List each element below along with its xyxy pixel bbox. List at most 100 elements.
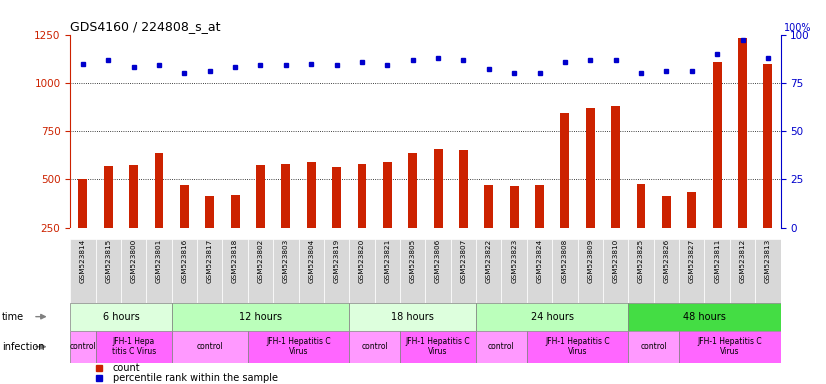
Bar: [408, 153, 417, 276]
Bar: [400, 331, 476, 363]
Text: GSM523824: GSM523824: [537, 239, 543, 283]
Bar: [603, 239, 629, 303]
Text: control: control: [640, 342, 667, 351]
Bar: [679, 331, 781, 363]
Text: GSM523805: GSM523805: [410, 239, 415, 283]
Bar: [146, 239, 172, 303]
Bar: [629, 303, 781, 331]
Text: GSM523802: GSM523802: [258, 239, 263, 283]
Text: GSM523819: GSM523819: [334, 239, 339, 283]
Bar: [459, 151, 468, 276]
Bar: [349, 303, 476, 331]
Text: GSM523809: GSM523809: [587, 239, 593, 283]
Bar: [282, 164, 290, 276]
Text: JFH-1 Hepatitis C
Virus: JFH-1 Hepatitis C Virus: [697, 337, 762, 356]
Text: GSM523818: GSM523818: [232, 239, 238, 283]
Bar: [172, 331, 248, 363]
Text: 48 hours: 48 hours: [683, 312, 726, 322]
Text: GSM523806: GSM523806: [435, 239, 441, 283]
Bar: [70, 331, 96, 363]
Text: GSM523812: GSM523812: [739, 239, 746, 283]
Text: count: count: [113, 362, 140, 372]
Text: GSM523825: GSM523825: [638, 239, 644, 283]
Bar: [256, 165, 265, 276]
Bar: [104, 166, 112, 276]
Text: GSM523813: GSM523813: [765, 239, 771, 283]
Bar: [349, 239, 375, 303]
Text: GSM523823: GSM523823: [511, 239, 517, 283]
Bar: [383, 162, 392, 276]
Bar: [527, 331, 629, 363]
Bar: [121, 239, 146, 303]
Bar: [679, 239, 705, 303]
Bar: [332, 167, 341, 276]
Text: GSM523826: GSM523826: [663, 239, 669, 283]
Text: control: control: [197, 342, 223, 351]
Text: time: time: [2, 312, 24, 322]
Bar: [510, 186, 519, 276]
Bar: [425, 239, 451, 303]
Bar: [476, 303, 629, 331]
Bar: [96, 331, 172, 363]
Text: JFH-1 Hepatitis C
Virus: JFH-1 Hepatitis C Virus: [545, 337, 610, 356]
Text: JFH-1 Hepa
titis C Virus: JFH-1 Hepa titis C Virus: [112, 337, 156, 356]
Bar: [611, 106, 620, 276]
Bar: [527, 239, 553, 303]
Bar: [434, 149, 443, 276]
Bar: [197, 239, 222, 303]
Bar: [172, 303, 349, 331]
Text: GSM523801: GSM523801: [156, 239, 162, 283]
Bar: [306, 162, 316, 276]
Text: GSM523815: GSM523815: [105, 239, 112, 283]
Text: GSM523803: GSM523803: [282, 239, 289, 283]
Text: GDS4160 / 224808_s_at: GDS4160 / 224808_s_at: [70, 20, 221, 33]
Bar: [324, 239, 349, 303]
Bar: [70, 239, 96, 303]
Bar: [629, 239, 653, 303]
Bar: [713, 61, 722, 276]
Text: control: control: [361, 342, 388, 351]
Bar: [70, 303, 172, 331]
Bar: [653, 239, 679, 303]
Bar: [577, 239, 603, 303]
Bar: [730, 239, 755, 303]
Bar: [484, 185, 493, 276]
Bar: [172, 239, 197, 303]
Bar: [349, 331, 400, 363]
Text: GSM523804: GSM523804: [308, 239, 314, 283]
Bar: [662, 196, 671, 276]
Text: percentile rank within the sample: percentile rank within the sample: [113, 373, 278, 383]
Bar: [476, 239, 501, 303]
Bar: [248, 239, 273, 303]
Text: 12 hours: 12 hours: [239, 312, 282, 322]
Text: control: control: [488, 342, 515, 351]
Bar: [230, 195, 240, 276]
Text: GSM523817: GSM523817: [206, 239, 213, 283]
Text: GSM523800: GSM523800: [131, 239, 136, 283]
Bar: [553, 239, 577, 303]
Bar: [687, 192, 696, 276]
Text: 100%: 100%: [784, 23, 812, 33]
Bar: [180, 185, 189, 276]
Text: GSM523820: GSM523820: [359, 239, 365, 283]
Bar: [451, 239, 476, 303]
Text: JFH-1 Hepatitis C
Virus: JFH-1 Hepatitis C Virus: [406, 337, 470, 356]
Bar: [248, 331, 349, 363]
Bar: [501, 239, 527, 303]
Bar: [561, 113, 569, 276]
Text: GSM523827: GSM523827: [689, 239, 695, 283]
Bar: [298, 239, 324, 303]
Text: JFH-1 Hepatitis C
Virus: JFH-1 Hepatitis C Virus: [266, 337, 331, 356]
Text: 6 hours: 6 hours: [102, 312, 140, 322]
Text: GSM523807: GSM523807: [460, 239, 467, 283]
Bar: [763, 63, 772, 276]
Bar: [206, 196, 214, 276]
Text: GSM523811: GSM523811: [714, 239, 720, 283]
Text: GSM523814: GSM523814: [80, 239, 86, 283]
Bar: [96, 239, 121, 303]
Text: infection: infection: [2, 342, 44, 352]
Text: GSM523822: GSM523822: [486, 239, 491, 283]
Bar: [273, 239, 298, 303]
Bar: [755, 239, 781, 303]
Text: 24 hours: 24 hours: [531, 312, 574, 322]
